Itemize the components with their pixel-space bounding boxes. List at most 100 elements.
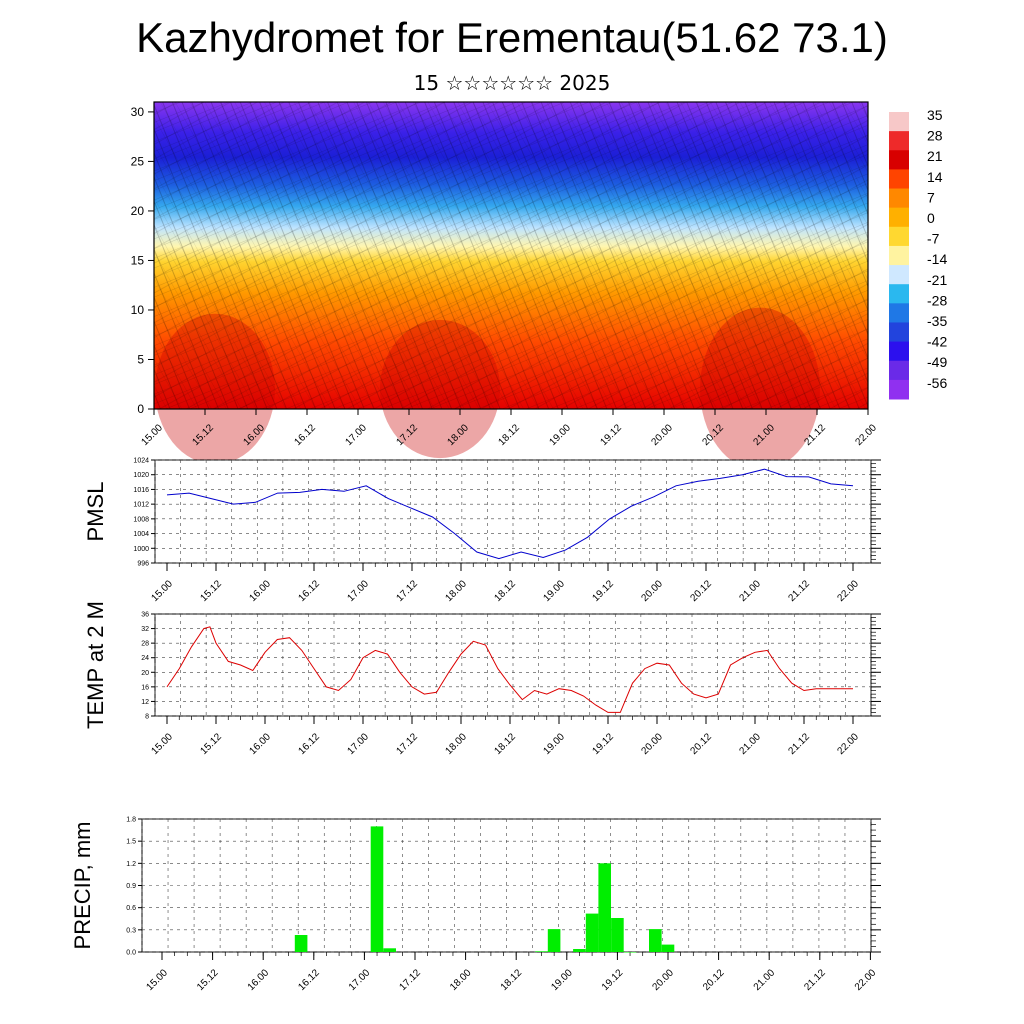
colorbar-label: 7 <box>927 189 935 205</box>
y-tick-label: 1020 <box>133 472 149 479</box>
colorbar-label: 14 <box>927 169 943 185</box>
x-tick-label: 20.12 <box>688 578 714 604</box>
x-tick-label: 15.12 <box>198 578 224 604</box>
x-tick-label: 15.12 <box>198 731 224 757</box>
x-tick-label: 15.00 <box>139 422 165 448</box>
colorbar-label: 35 <box>927 107 943 123</box>
x-tick-label: 21.12 <box>786 578 812 604</box>
x-tick-label: 16.12 <box>296 731 322 757</box>
colorbar-label: -42 <box>927 334 947 350</box>
y-tick-label: 0 <box>137 402 144 416</box>
wind-barbs-overlay-2 <box>154 102 868 409</box>
x-tick-label: 20.00 <box>639 731 665 757</box>
colorbar-swatch <box>889 245 909 266</box>
x-tick-label: 17.00 <box>345 731 371 757</box>
colorbar-swatch <box>889 169 909 190</box>
y-tick-label: 32 <box>141 626 149 633</box>
y-tick-label: 1024 <box>133 458 149 465</box>
panel-y-label: PMSL <box>83 482 108 542</box>
x-tick-label: 20.12 <box>688 731 714 757</box>
x-tick-label: 16.12 <box>292 422 318 448</box>
x-tick-label: 20.12 <box>701 967 727 993</box>
x-tick-label: 17.12 <box>394 731 420 757</box>
x-tick-label: 22.00 <box>835 578 861 604</box>
x-tick-label: 17.00 <box>343 422 369 448</box>
x-tick-label: 18.12 <box>496 422 522 448</box>
precip-bar <box>573 949 586 952</box>
precip-bar <box>383 948 396 952</box>
colorbar-swatch <box>889 303 909 323</box>
y-tick-label: 1000 <box>133 546 149 553</box>
x-tick-label: 17.00 <box>347 967 373 993</box>
x-tick-label: 15.00 <box>149 578 175 604</box>
x-tick-label: 15.00 <box>144 967 170 993</box>
x-tick-label: 18.12 <box>499 967 525 993</box>
precip-bar <box>661 944 675 952</box>
precip-bar <box>585 913 599 952</box>
colorbar-label: -7 <box>927 231 940 247</box>
x-tick-label: 16.00 <box>247 578 273 604</box>
x-tick-label: 18.12 <box>492 731 518 757</box>
y-tick-label: 1008 <box>133 516 149 523</box>
colorbar-label: -49 <box>927 354 947 370</box>
x-tick-label: 19.12 <box>590 578 616 604</box>
precip-bar <box>294 935 308 952</box>
x-tick-label: 21.00 <box>737 578 763 604</box>
y-tick-label: 0.3 <box>126 927 136 934</box>
x-tick-label: 17.00 <box>345 578 371 604</box>
y-tick-label: 1016 <box>133 487 149 494</box>
y-tick-label: 0.9 <box>126 883 136 890</box>
precip-bar <box>370 826 384 952</box>
colorbar-swatch <box>889 360 909 381</box>
x-tick-label: 17.12 <box>394 578 420 604</box>
y-tick-label: 996 <box>137 561 149 568</box>
colorbar-swatch <box>889 265 909 285</box>
x-tick-label: 22.00 <box>853 967 879 993</box>
temp-line <box>166 626 853 713</box>
x-tick-label: 18.12 <box>492 578 518 604</box>
colorbar-label: -14 <box>927 251 947 267</box>
colorbar-swatch <box>889 226 909 247</box>
colorbar-label: 0 <box>927 210 935 226</box>
y-tick-label: 30 <box>131 105 145 119</box>
y-tick-label: 0.0 <box>126 950 136 957</box>
colorbar-swatch <box>889 188 909 209</box>
y-tick-label: 1.8 <box>126 817 136 824</box>
x-tick-label: 19.00 <box>549 967 575 993</box>
precip-panel: 0.0 0.3 0.6 0.9 1.2 1.5 1.8 15.00 15.12 16.00 16.1… <box>70 817 881 993</box>
colorbar-swatch <box>889 150 909 170</box>
x-tick-label: 21.12 <box>802 967 828 993</box>
precip-bar <box>598 863 611 952</box>
colorbar-swatch <box>889 112 909 132</box>
x-tick-label: 18.00 <box>443 731 469 757</box>
x-tick-label: 19.00 <box>541 578 567 604</box>
colorbar-label: -56 <box>927 375 947 391</box>
precip-bar <box>623 952 637 953</box>
x-tick-label: 18.00 <box>448 967 474 993</box>
precip-bar <box>547 929 561 952</box>
y-tick-label: 5 <box>137 352 144 366</box>
y-tick-label: 25 <box>131 154 145 168</box>
colorbar-label: -21 <box>927 272 947 288</box>
y-tick-label: 16 <box>141 684 149 691</box>
cross-section-y-axis: 0 5 10 15 20 25 30 <box>131 105 154 416</box>
y-tick-label: 20 <box>131 204 145 218</box>
y-tick-label: 36 <box>141 612 149 619</box>
y-tick-label: 12 <box>141 699 149 706</box>
x-tick-label: 20.00 <box>650 967 676 993</box>
colorbar-label: -35 <box>927 313 947 329</box>
y-tick-label: 28 <box>141 641 149 648</box>
page-title: Kazhydromet for Erementau(51.62 73.1) <box>136 14 888 61</box>
pmsl-line <box>166 468 854 560</box>
x-tick-label: 17.12 <box>397 967 423 993</box>
x-tick-label: 21.00 <box>752 967 778 993</box>
colorbar: 35 28 21 14 7 0 -7 -14 -21 -28 -35 -42 -49 -56 <box>889 107 947 400</box>
x-tick-label: 20.00 <box>649 422 675 448</box>
pmsl-panel: 996 1000 1004 1008 1012 1016 1020 1024 15.00 15.1… <box>83 458 881 604</box>
x-tick-label: 19.00 <box>541 731 567 757</box>
x-tick-label: 21.00 <box>737 731 763 757</box>
y-tick-label: 24 <box>141 655 149 662</box>
x-tick-label: 16.00 <box>247 731 273 757</box>
x-tick-label: 22.00 <box>853 422 879 448</box>
